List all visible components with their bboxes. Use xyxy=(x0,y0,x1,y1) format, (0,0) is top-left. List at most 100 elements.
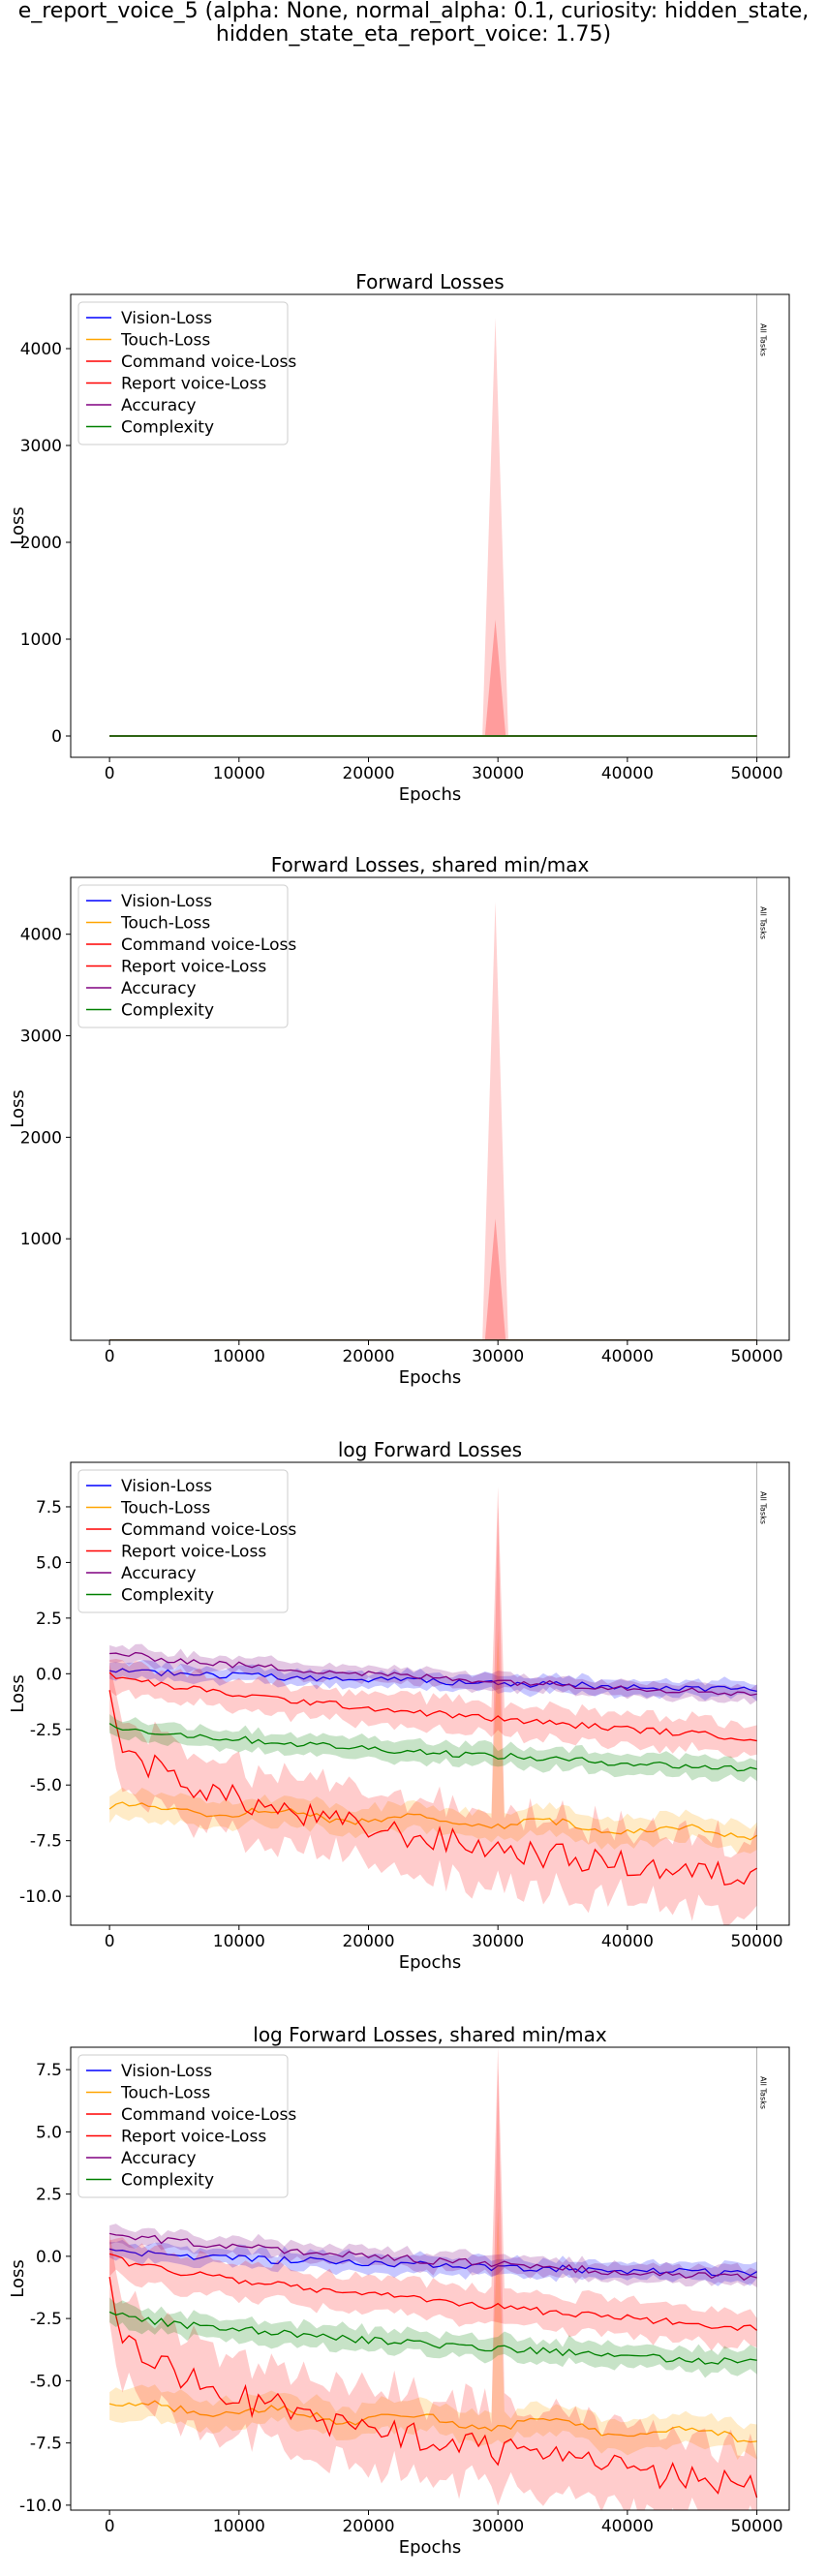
y-tick-label: 2000 xyxy=(20,534,62,553)
task-annotation: All Tasks xyxy=(759,1491,768,1524)
legend-label-accuracy: Accuracy xyxy=(121,396,197,415)
axes-frame xyxy=(70,1461,790,1926)
vision-series-line xyxy=(108,1668,757,1693)
plot-area xyxy=(109,902,757,1340)
legend-box xyxy=(77,884,289,1028)
x-tick-label: 0 xyxy=(105,1347,115,1366)
y-tick-label: 2000 xyxy=(20,1128,62,1148)
task-annotation: All Tasks xyxy=(759,323,768,356)
task-annotation: All Tasks xyxy=(759,2076,768,2109)
chart-log-forward-losses-shared: log Forward Losses, shared min/max All Ta… xyxy=(8,2024,790,2558)
x-tick-label: 20000 xyxy=(342,764,394,783)
x-axis-label: Epochs xyxy=(399,1952,462,1973)
legend-label-command: Command voice-Loss xyxy=(121,935,296,955)
x-tick-label: 20000 xyxy=(342,2517,394,2536)
legend-label-report: Report voice-Loss xyxy=(121,375,266,394)
y-tick-label: 0 xyxy=(51,727,62,747)
y-axis-label: Loss xyxy=(8,1089,28,1127)
y-tick-label: -10.0 xyxy=(19,2497,62,2516)
axes-frame xyxy=(70,876,790,1341)
x-tick-label: 40000 xyxy=(601,1932,654,1951)
y-tick-label: 4000 xyxy=(20,340,62,359)
x-tick-label: 30000 xyxy=(472,2517,524,2536)
touch-series-line xyxy=(108,1801,757,1841)
chart-title: Forward Losses, shared min/max xyxy=(271,854,590,876)
vision-band xyxy=(109,2239,757,2286)
command-series-line xyxy=(108,1671,757,1742)
y-tick-label: 5.0 xyxy=(36,1553,62,1573)
touch-band xyxy=(109,1629,757,1855)
y-axis-label: Loss xyxy=(8,2259,28,2297)
y-tick-label: 7.5 xyxy=(36,2061,62,2080)
y-tick-label: -7.5 xyxy=(30,1832,62,1852)
y-tick-label: -2.5 xyxy=(30,2310,62,2329)
chart-forward-losses-shared: Forward Losses, shared min/max All Tasks 0… xyxy=(8,854,790,1388)
accuracy-series-line xyxy=(109,1651,757,1697)
legend-label-complexity: Complexity xyxy=(121,1586,214,1606)
x-tick-label: 50000 xyxy=(731,764,783,783)
x-tick-label: 10000 xyxy=(213,1347,265,1366)
legend-box xyxy=(77,2054,289,2198)
x-tick-label: 0 xyxy=(105,2517,115,2536)
command-band xyxy=(109,2047,757,2351)
plot-area xyxy=(109,318,757,737)
x-tick-label: 10000 xyxy=(213,764,265,783)
axes-frame xyxy=(70,2046,790,2511)
legend-box xyxy=(77,1469,289,1613)
x-tick-label: 10000 xyxy=(213,1932,265,1951)
legend-box xyxy=(77,301,289,445)
legend-label-touch: Touch-Loss xyxy=(120,914,210,934)
complexity-series-line xyxy=(108,2311,757,2365)
x-tick-label: 20000 xyxy=(342,1347,394,1366)
y-tick-label: 3000 xyxy=(20,1027,62,1047)
command-spike-band xyxy=(482,318,508,736)
report-spike-band xyxy=(484,1218,506,1340)
command-band xyxy=(109,1487,757,1759)
suptitle-line-1: e_report_voice_5 (alpha: None, normal_al… xyxy=(17,0,810,23)
legend-label-touch: Touch-Loss xyxy=(120,331,210,351)
suptitle-line-2: hidden_state_eta_report_voice: 1.75) xyxy=(215,22,612,46)
legend-label-report: Report voice-Loss xyxy=(121,2128,266,2147)
legend-label-command: Command voice-Loss xyxy=(121,353,296,372)
x-tick-label: 50000 xyxy=(731,1347,783,1366)
x-axis-label: Epochs xyxy=(399,2537,462,2558)
y-tick-label: 4000 xyxy=(20,926,62,945)
command-spike-band xyxy=(482,902,508,1340)
x-tick-label: 0 xyxy=(105,764,115,783)
legend-label-accuracy: Accuracy xyxy=(121,979,197,998)
y-tick-label: 2.5 xyxy=(36,1610,62,1629)
y-axis-label: Loss xyxy=(8,1674,28,1712)
x-tick-label: 50000 xyxy=(731,1932,783,1951)
y-tick-label: 5.0 xyxy=(36,2123,62,2142)
x-tick-label: 40000 xyxy=(601,2517,654,2536)
legend-label-touch: Touch-Loss xyxy=(120,1499,210,1518)
y-tick-label: 2.5 xyxy=(36,2186,62,2205)
y-tick-label: -5.0 xyxy=(30,1776,62,1795)
plot-area xyxy=(108,2047,758,2510)
y-tick-label: 7.5 xyxy=(36,1498,62,1518)
legend-label-vision: Vision-Loss xyxy=(121,2062,212,2081)
legend-label-accuracy: Accuracy xyxy=(121,2149,197,2168)
legend-label-command: Command voice-Loss xyxy=(121,2105,296,2125)
plot-area xyxy=(108,1487,757,1925)
x-tick-label: 30000 xyxy=(472,1347,524,1366)
chart-title: log Forward Losses, shared min/max xyxy=(253,2024,607,2046)
x-tick-label: 10000 xyxy=(213,2517,265,2536)
x-tick-label: 30000 xyxy=(472,764,524,783)
x-tick-label: 0 xyxy=(105,1932,115,1951)
x-tick-label: 40000 xyxy=(601,1347,654,1366)
legend-label-complexity: Complexity xyxy=(121,1001,214,1021)
accuracy-series-line xyxy=(108,2232,757,2282)
legend-label-command: Command voice-Loss xyxy=(121,1520,296,1540)
y-tick-label: 0.0 xyxy=(36,2248,62,2267)
y-tick-label: -5.0 xyxy=(30,2372,62,2391)
legend-label-vision: Vision-Loss xyxy=(121,309,212,328)
report-series-line xyxy=(108,1690,757,1886)
touch-band xyxy=(109,2206,757,2460)
figure-suptitle: e_report_voice_5 (alpha: None, normal_al… xyxy=(0,0,827,46)
x-axis-label: Epochs xyxy=(399,784,462,805)
chart-title: log Forward Losses xyxy=(338,1439,522,1461)
y-tick-label: 3000 xyxy=(20,437,62,456)
legend-label-complexity: Complexity xyxy=(121,2171,214,2191)
